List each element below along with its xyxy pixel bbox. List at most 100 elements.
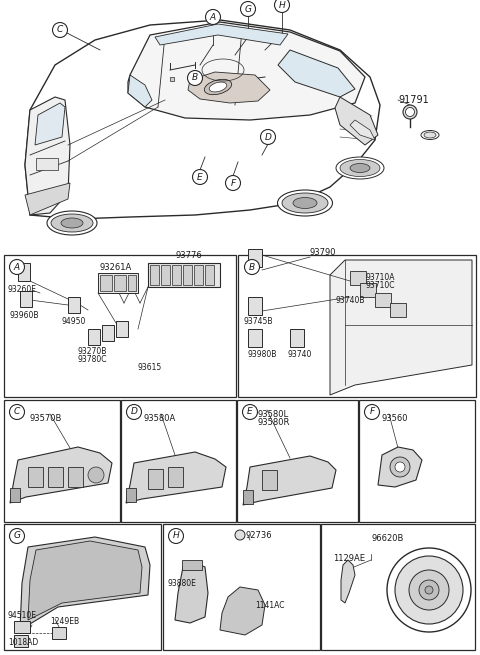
Text: 93260E: 93260E	[8, 285, 37, 294]
Text: 93570B: 93570B	[30, 414, 62, 423]
Text: 93780C: 93780C	[78, 355, 108, 364]
Bar	[248, 249, 262, 267]
Ellipse shape	[282, 193, 328, 213]
Bar	[102, 325, 114, 341]
Bar	[48, 467, 63, 487]
Text: E: E	[247, 407, 253, 417]
Circle shape	[192, 170, 207, 185]
Text: 92736: 92736	[245, 531, 272, 540]
Text: 93261A: 93261A	[100, 263, 132, 272]
Bar	[194, 265, 203, 285]
Bar	[243, 490, 253, 504]
Circle shape	[425, 586, 433, 594]
Text: 93580R: 93580R	[257, 418, 289, 427]
Bar	[18, 263, 30, 281]
Ellipse shape	[209, 82, 227, 92]
Bar	[121, 400, 236, 522]
Text: 93880E: 93880E	[168, 578, 197, 588]
Text: B: B	[192, 73, 198, 83]
Circle shape	[127, 405, 142, 419]
Text: 94510E: 94510E	[8, 611, 37, 620]
Bar	[262, 470, 277, 490]
Bar	[390, 303, 406, 317]
Polygon shape	[25, 20, 380, 219]
Text: C: C	[14, 407, 20, 417]
Circle shape	[10, 259, 24, 274]
Bar	[128, 275, 136, 291]
Ellipse shape	[350, 164, 370, 172]
Polygon shape	[10, 447, 112, 503]
Polygon shape	[175, 563, 208, 623]
Text: 93745B: 93745B	[244, 317, 274, 326]
Polygon shape	[278, 50, 355, 97]
Polygon shape	[128, 75, 152, 107]
Polygon shape	[341, 560, 355, 603]
Polygon shape	[335, 97, 378, 145]
Bar	[126, 488, 136, 502]
Text: 93740: 93740	[288, 350, 312, 359]
Circle shape	[10, 529, 24, 544]
Bar	[10, 488, 20, 502]
Text: A: A	[210, 12, 216, 22]
Text: 93270B: 93270B	[78, 347, 108, 356]
Bar	[88, 329, 100, 345]
Text: H: H	[278, 1, 286, 10]
Circle shape	[226, 176, 240, 191]
Text: 93960B: 93960B	[10, 311, 39, 320]
Text: F: F	[370, 407, 374, 417]
Bar	[248, 297, 262, 315]
Bar	[360, 283, 376, 297]
Circle shape	[240, 1, 255, 16]
Bar	[114, 275, 126, 291]
Bar	[350, 271, 366, 285]
Text: 93980B: 93980B	[248, 350, 277, 359]
Bar	[375, 293, 391, 307]
Bar	[100, 275, 112, 291]
Polygon shape	[243, 456, 336, 505]
Bar	[4, 400, 120, 522]
Circle shape	[10, 405, 24, 419]
Text: 94950: 94950	[62, 317, 86, 326]
Circle shape	[168, 529, 183, 544]
Text: B: B	[249, 263, 255, 272]
Circle shape	[395, 556, 463, 624]
Bar	[248, 329, 262, 347]
Text: D: D	[264, 132, 271, 141]
Bar	[68, 467, 83, 487]
Ellipse shape	[293, 198, 317, 208]
Text: G: G	[244, 5, 252, 14]
Circle shape	[235, 530, 245, 540]
Polygon shape	[28, 541, 142, 620]
Bar	[238, 255, 476, 397]
Text: 93790: 93790	[310, 248, 336, 257]
Polygon shape	[25, 97, 70, 215]
Polygon shape	[188, 72, 270, 103]
Circle shape	[188, 71, 203, 86]
Circle shape	[88, 467, 104, 483]
Bar	[183, 265, 192, 285]
Circle shape	[364, 405, 380, 419]
Ellipse shape	[403, 105, 417, 119]
Circle shape	[387, 548, 471, 632]
Text: 93580A: 93580A	[143, 414, 175, 423]
Bar	[4, 255, 236, 397]
Bar	[14, 635, 28, 647]
Bar	[182, 560, 202, 570]
Polygon shape	[155, 24, 288, 45]
Polygon shape	[350, 120, 375, 140]
Text: 91791: 91791	[398, 95, 429, 105]
Text: A: A	[14, 263, 20, 272]
Bar	[359, 400, 475, 522]
Bar	[321, 524, 475, 650]
Text: 93710A: 93710A	[365, 273, 395, 282]
Ellipse shape	[340, 160, 380, 176]
Polygon shape	[25, 183, 70, 215]
Bar	[20, 291, 32, 307]
Text: F: F	[230, 179, 236, 187]
Bar	[98, 273, 138, 293]
Bar	[28, 467, 43, 487]
Ellipse shape	[406, 107, 415, 117]
Circle shape	[242, 405, 257, 419]
Text: 1141AC: 1141AC	[255, 601, 285, 610]
Bar	[290, 329, 304, 347]
